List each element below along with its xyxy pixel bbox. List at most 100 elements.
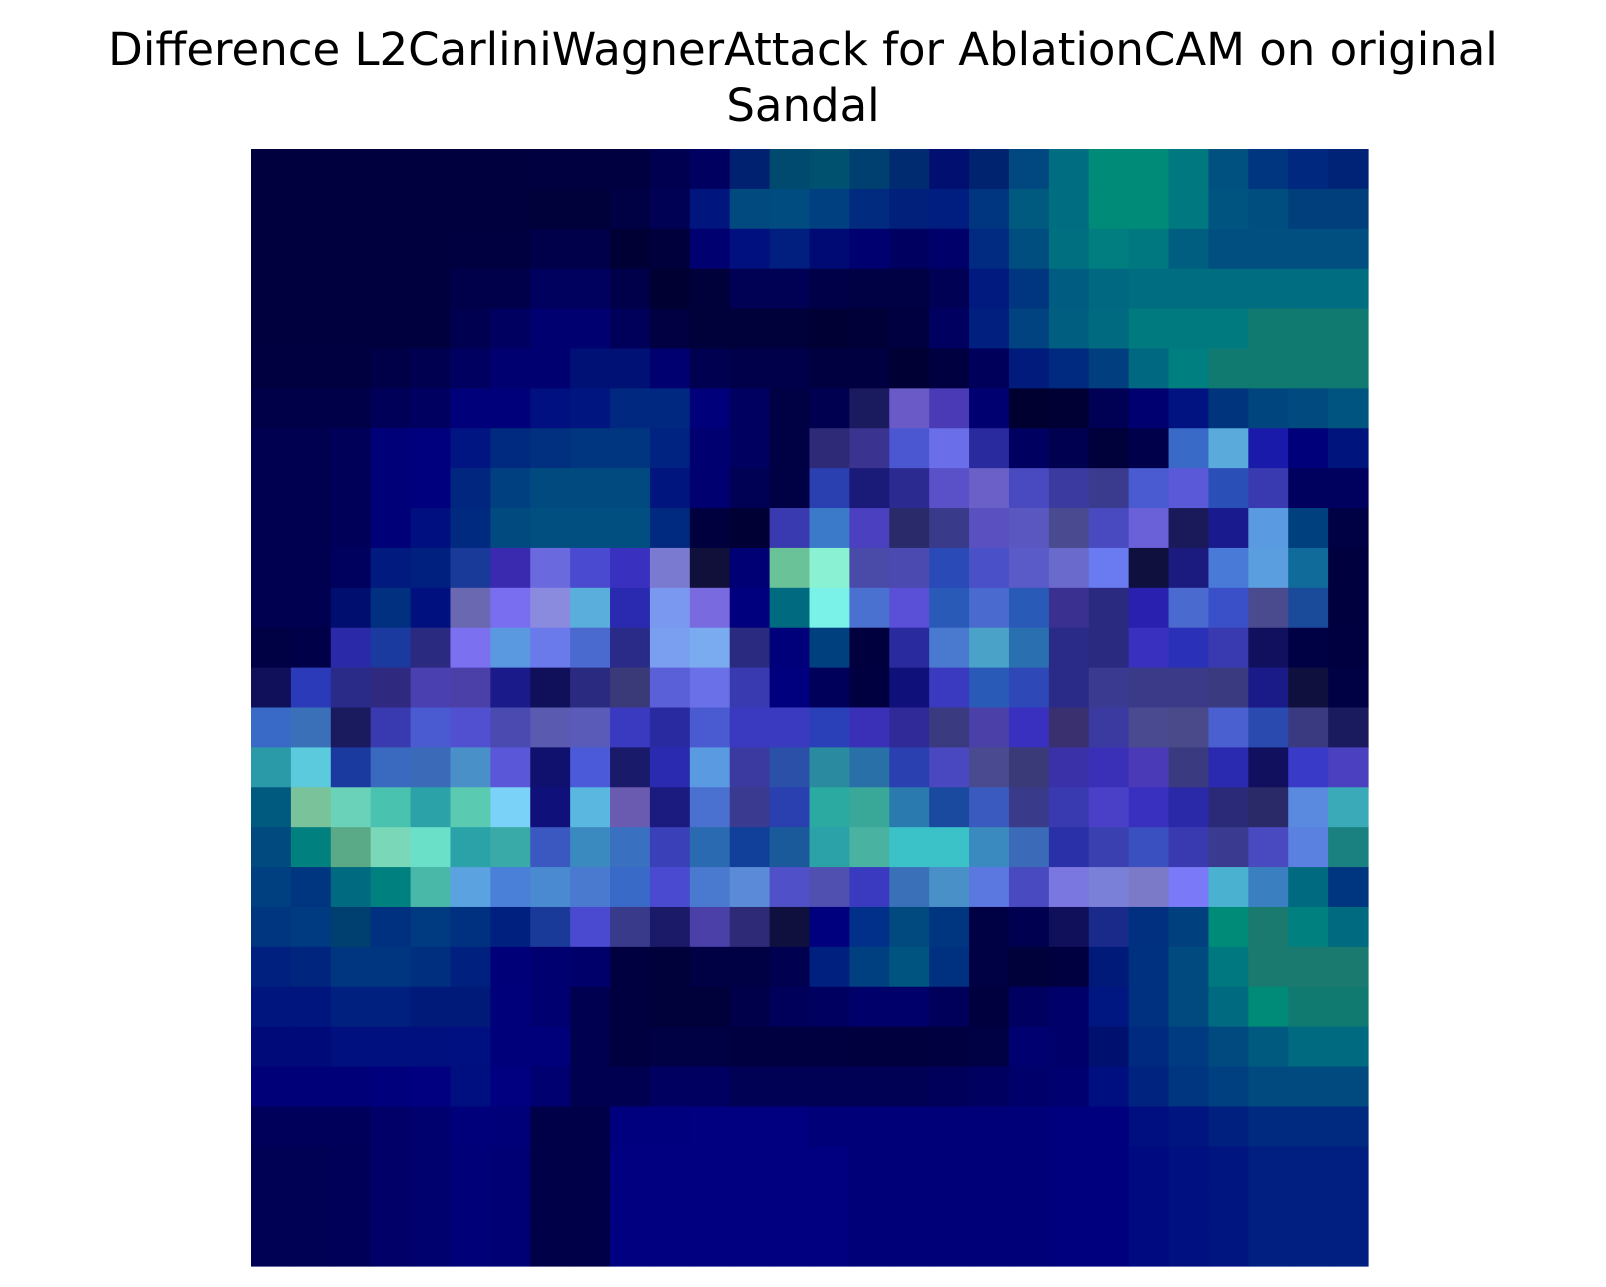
heatmap-cell	[1328, 627, 1369, 669]
heatmap-cell	[729, 1066, 771, 1108]
heatmap-cell	[649, 508, 691, 549]
heatmap-cell	[1008, 1186, 1050, 1227]
heatmap-cell	[769, 308, 811, 350]
heatmap-cell	[251, 667, 292, 709]
heatmap-cell	[410, 547, 452, 589]
heatmap-cell	[1168, 667, 1210, 709]
heatmap-cell	[1168, 348, 1210, 389]
heatmap-cell	[530, 268, 571, 310]
heatmap-cell	[1168, 1186, 1210, 1227]
heatmap-cell	[570, 1146, 611, 1187]
heatmap-cell	[969, 986, 1010, 1028]
heatmap-cell	[809, 348, 850, 389]
heatmap-cell	[410, 1186, 452, 1227]
heatmap-cell	[1288, 1026, 1329, 1068]
heatmap-cell	[889, 1146, 930, 1187]
heatmap-cell	[1008, 707, 1050, 748]
heatmap-cell	[490, 1186, 531, 1227]
heatmap-cell	[889, 468, 930, 509]
heatmap-cell	[849, 627, 890, 669]
heatmap-cell	[1088, 428, 1130, 469]
heatmap-cell	[889, 508, 930, 549]
heatmap-cell	[1008, 906, 1050, 948]
heatmap-cell	[849, 1066, 890, 1108]
heatmap-cell	[889, 867, 930, 908]
heatmap-cell	[330, 388, 372, 429]
heatmap-cell	[929, 268, 970, 310]
heatmap-cell	[929, 787, 970, 828]
heatmap-cell	[1048, 587, 1090, 629]
heatmap-cell	[530, 149, 571, 190]
heatmap-cell	[809, 1026, 850, 1068]
heatmap-cell	[251, 707, 292, 748]
heatmap-cell	[330, 428, 372, 469]
heatmap-cell	[849, 1026, 890, 1068]
heatmap-cell	[330, 1186, 372, 1227]
heatmap-cell	[1088, 787, 1130, 828]
heatmap-cell	[410, 667, 452, 709]
heatmap-cell	[1168, 1146, 1210, 1187]
heatmap-cell	[1088, 268, 1130, 310]
heatmap-cell	[649, 906, 691, 948]
heatmap-cell	[570, 986, 611, 1028]
heatmap-cell	[849, 188, 890, 230]
heatmap-cell	[1008, 348, 1050, 389]
heatmap-cell	[251, 547, 292, 589]
heatmap-cell	[490, 1146, 531, 1187]
heatmap-cell	[290, 707, 332, 748]
heatmap-cell	[889, 587, 930, 629]
heatmap-cell	[769, 1066, 811, 1108]
heatmap-cell	[610, 308, 651, 350]
heatmap-cell	[370, 587, 412, 629]
heatmap-cell	[1328, 1146, 1369, 1187]
heatmap-cell	[330, 348, 372, 389]
heatmap-cell	[1208, 508, 1249, 549]
heatmap-cell	[1128, 1066, 1170, 1108]
heatmap-cell	[969, 747, 1010, 788]
heatmap-cell	[370, 348, 412, 389]
heatmap-cell	[530, 348, 571, 389]
heatmap-cell	[330, 986, 372, 1028]
heatmap-cell	[1168, 946, 1210, 988]
heatmap-cell	[889, 1106, 930, 1147]
heatmap-cell	[929, 508, 970, 549]
heatmap-cell	[929, 587, 970, 629]
heatmap-cell	[689, 228, 731, 270]
heatmap-cell	[1288, 1066, 1329, 1108]
heatmap-cell	[729, 986, 771, 1028]
heatmap-cell	[929, 867, 970, 908]
heatmap-cell	[1328, 827, 1369, 868]
heatmap-cell	[849, 986, 890, 1028]
heatmap-cell	[370, 188, 412, 230]
heatmap-cell	[809, 468, 850, 509]
heatmap-cell	[1088, 827, 1130, 868]
heatmap-cell	[1128, 1026, 1170, 1068]
heatmap-cell	[490, 1066, 531, 1108]
heatmap-cell	[929, 228, 970, 270]
heatmap-cell	[450, 707, 491, 748]
heatmap-cell	[330, 1106, 372, 1147]
heatmap-cell	[1008, 468, 1050, 509]
heatmap-cell	[929, 348, 970, 389]
heatmap-cell	[570, 188, 611, 230]
heatmap-cell	[251, 1026, 292, 1068]
heatmap-cell	[969, 827, 1010, 868]
heatmap-cell	[370, 1146, 412, 1187]
heatmap-cell	[450, 1146, 491, 1187]
heatmap-cell	[330, 667, 372, 709]
heatmap-cell	[330, 508, 372, 549]
heatmap-cell	[330, 827, 372, 868]
heatmap-cell	[929, 468, 970, 509]
heatmap-cell	[370, 667, 412, 709]
heatmap-cell	[290, 1186, 332, 1227]
heatmap-cell	[1008, 946, 1050, 988]
heatmap-cell	[809, 906, 850, 948]
heatmap-cell	[330, 867, 372, 908]
heatmap-cell	[1328, 428, 1369, 469]
heatmap-cell	[1008, 547, 1050, 589]
heatmap-cell	[769, 587, 811, 629]
heatmap-cell	[1088, 587, 1130, 629]
heatmap-cell	[1288, 946, 1329, 988]
heatmap-cell	[689, 348, 731, 389]
heatmap-cell	[969, 627, 1010, 669]
